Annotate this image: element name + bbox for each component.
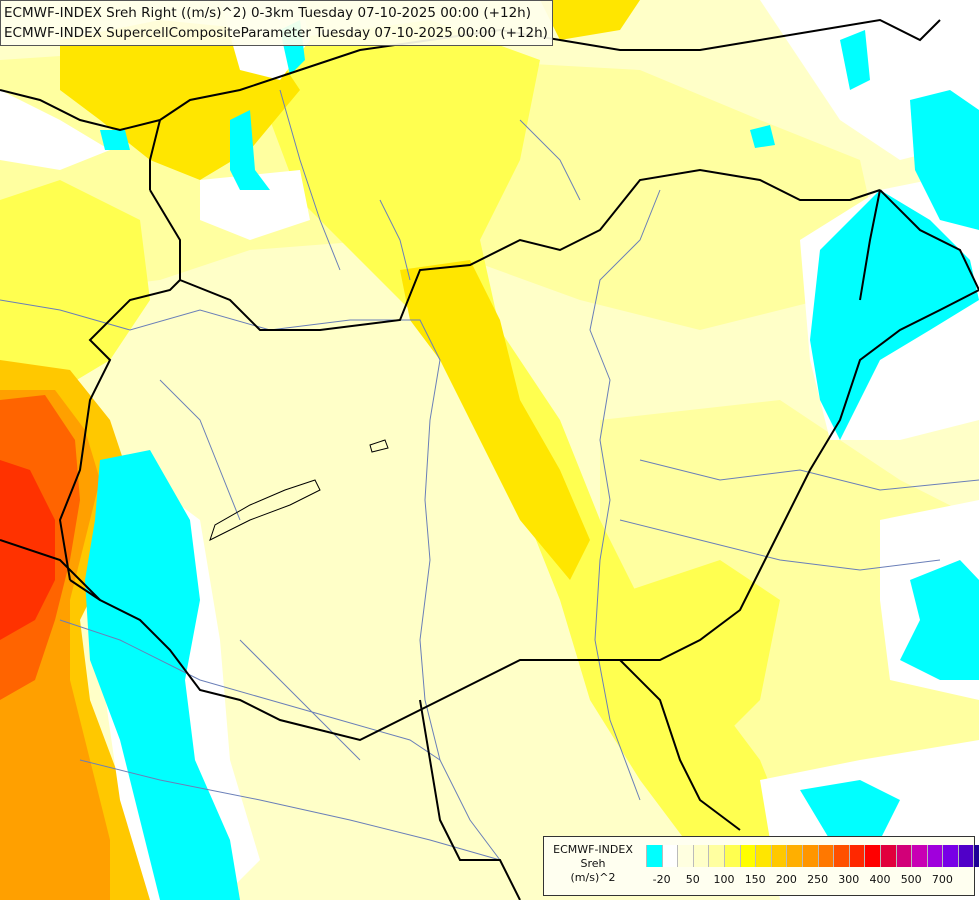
legend-label: 250: [807, 873, 829, 886]
legend-label: 500: [900, 873, 922, 886]
legend-swatch: [973, 845, 979, 867]
border-hungary-south: [69, 579, 620, 742]
legend-swatch: [646, 845, 662, 867]
legend-swatch: [879, 845, 896, 867]
legend-label: 700: [931, 873, 953, 886]
border-hungary-west: [58, 279, 181, 581]
border-south: [419, 699, 521, 900]
river-north-1: [279, 89, 341, 271]
river-north-2: [379, 199, 411, 281]
legend-color-scale: [646, 845, 979, 867]
legend-caption: ECMWF-INDEX Sreh (m/s)^2: [544, 843, 642, 885]
map-title-line-1: ECMWF-INDEX Sreh Right ((m/s)^2) 0-3km T…: [4, 5, 531, 21]
field-cyan-east-2: [900, 560, 979, 680]
legend-caption-unit: (m/s)^2: [570, 871, 616, 884]
legend-tick-labels: -20 50 100 150 200 250 300 400 500 700: [646, 873, 966, 889]
legend-label: 200: [775, 873, 797, 886]
river-sava: [79, 759, 501, 861]
legend-swatch: [677, 845, 693, 867]
legend-swatch: [801, 845, 818, 867]
legend-caption-parameter: Sreh: [580, 857, 606, 870]
field-white-north-2: [200, 170, 310, 240]
legend-swatch: [833, 845, 849, 867]
color-legend: ECMWF-INDEX Sreh (m/s)^2 -20 50 100 150 200 2…: [543, 836, 979, 896]
legend-swatch: [864, 845, 880, 867]
field-cyan-north-2: [100, 130, 130, 150]
map-title-box: ECMWF-INDEX Sreh Right ((m/s)^2) 0-3km T…: [0, 0, 553, 46]
field-cyan-southwest: [85, 450, 240, 900]
river-south: [239, 639, 361, 761]
field-gold-center: [400, 260, 590, 580]
field-yellow-west: [0, 180, 150, 390]
lake-balaton: [209, 479, 321, 541]
map-title-line-2: ECMWF-INDEX SupercellCompositeParameter …: [4, 25, 548, 41]
border-southwest: [0, 539, 101, 601]
legend-swatch: [817, 845, 834, 867]
river-north-3: [519, 119, 581, 201]
legend-swatch: [848, 845, 865, 867]
field-cyan-southeast: [800, 780, 900, 840]
border-romania-inner: [859, 189, 881, 301]
legend-swatch: [895, 845, 912, 867]
border-slovakia-west: [149, 119, 161, 190]
border-hungary-east: [620, 189, 979, 661]
legend-swatch: [661, 845, 678, 867]
river-west: [159, 379, 241, 521]
legend-swatch: [770, 845, 787, 867]
field-cyan-northeast: [910, 90, 979, 230]
legend-swatch: [911, 845, 927, 867]
lake-small: [369, 439, 389, 453]
border-southeast: [619, 659, 741, 831]
legend-label: 100: [713, 873, 735, 886]
legend-label: 50: [685, 873, 700, 886]
river-east-2: [619, 519, 941, 571]
legend-swatch: [942, 845, 958, 867]
legend-label: 150: [744, 873, 766, 886]
legend-swatch: [739, 845, 756, 867]
river-drava: [59, 619, 441, 761]
legend-label: -20: [652, 873, 671, 886]
rivers: [0, 89, 979, 861]
border-hungary-north: [149, 168, 881, 331]
river-tisza: [589, 189, 661, 801]
field-gold-top: [540, 0, 640, 40]
legend-swatch: [926, 845, 943, 867]
river-danube: [0, 299, 501, 861]
field-cyan-north-5: [840, 30, 870, 90]
legend-caption-model: ECMWF-INDEX: [553, 843, 633, 856]
field-cyan-north-1: [230, 110, 270, 190]
legend-swatch: [723, 845, 740, 867]
field-cyan-east: [810, 190, 979, 440]
legend-swatch: [708, 845, 724, 867]
country-borders: [0, 18, 979, 900]
legend-label: 400: [869, 873, 891, 886]
legend-swatch: [786, 845, 802, 867]
legend-swatch: [692, 845, 709, 867]
river-east-1: [639, 459, 979, 491]
field-cyan-north-4: [750, 125, 775, 148]
legend-swatch: [957, 845, 974, 867]
border-north-slovakia: [159, 18, 941, 121]
field-white-northwest: [0, 90, 110, 170]
legend-label: 300: [838, 873, 860, 886]
field-yellow-south: [600, 560, 780, 760]
border-west-austria: [0, 89, 161, 132]
legend-swatch: [755, 845, 771, 867]
